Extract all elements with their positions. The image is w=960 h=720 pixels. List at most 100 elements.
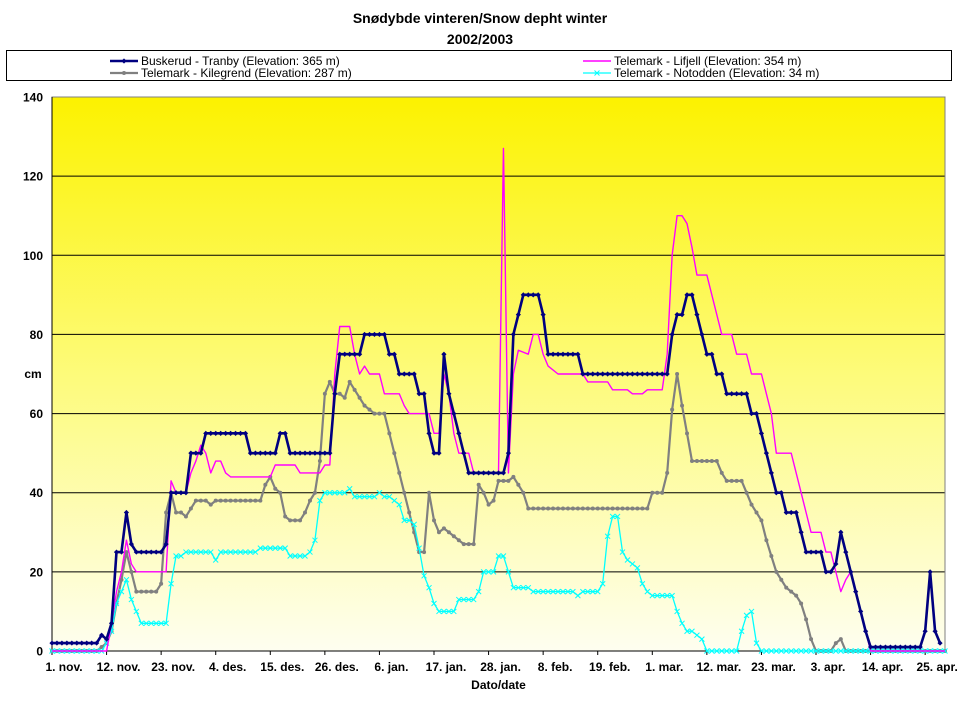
x-tick-label: 23. nov. xyxy=(151,660,195,674)
data-point xyxy=(857,648,864,654)
data-point xyxy=(847,648,854,654)
data-point xyxy=(262,450,268,456)
data-point xyxy=(833,561,839,567)
data-point xyxy=(293,518,298,523)
data-point xyxy=(193,450,199,456)
data-point xyxy=(560,351,566,357)
data-point xyxy=(257,545,264,551)
data-point xyxy=(307,450,313,456)
data-point xyxy=(188,450,194,456)
data-point xyxy=(536,506,541,511)
data-point xyxy=(610,371,616,377)
data-point xyxy=(326,489,333,496)
data-point xyxy=(347,351,353,357)
data-point xyxy=(684,292,690,298)
data-point xyxy=(490,569,497,575)
data-point xyxy=(520,584,527,591)
data-point xyxy=(535,588,542,595)
data-point xyxy=(217,549,224,555)
data-point xyxy=(178,553,184,559)
data-point xyxy=(833,648,839,654)
data-point xyxy=(312,450,318,456)
data-point xyxy=(163,541,169,547)
data-point xyxy=(917,644,923,650)
data-point xyxy=(356,493,363,500)
data-point xyxy=(441,526,446,531)
data-point xyxy=(932,628,938,634)
data-point xyxy=(675,372,680,376)
data-point xyxy=(297,450,303,456)
data-point xyxy=(828,648,834,654)
data-point xyxy=(243,498,248,503)
data-point xyxy=(361,493,368,500)
data-point xyxy=(584,588,591,595)
data-point xyxy=(620,506,625,511)
data-point xyxy=(471,542,476,547)
data-point xyxy=(387,431,392,436)
data-point xyxy=(565,506,570,511)
data-point xyxy=(605,506,610,511)
data-point xyxy=(278,490,283,495)
data-point xyxy=(287,553,293,559)
data-point xyxy=(694,632,700,639)
data-point xyxy=(773,490,779,496)
data-point xyxy=(450,608,457,615)
data-point xyxy=(471,470,477,476)
data-point xyxy=(718,648,725,654)
data-point xyxy=(922,628,928,634)
data-point xyxy=(158,549,164,555)
data-point xyxy=(684,628,690,635)
data-point xyxy=(803,549,809,555)
data-point xyxy=(614,371,621,377)
data-point xyxy=(183,514,188,519)
data-point xyxy=(768,470,774,476)
data-point xyxy=(748,608,755,615)
data-point xyxy=(222,549,229,555)
legend-entry: Telemark - Kilegrend (Elevation: 287 m) xyxy=(110,66,352,80)
data-point xyxy=(570,588,576,595)
data-point xyxy=(619,371,626,377)
data-point xyxy=(465,596,472,603)
data-point xyxy=(372,411,377,416)
data-point xyxy=(341,489,348,496)
data-point xyxy=(232,549,239,555)
y-tick-label: 120 xyxy=(23,170,43,184)
data-point xyxy=(188,549,194,555)
data-point xyxy=(495,553,502,559)
data-point xyxy=(213,498,218,503)
data-point xyxy=(531,506,536,511)
x-tick-label: 1. nov. xyxy=(45,660,82,674)
data-point xyxy=(242,430,249,436)
data-point xyxy=(570,506,575,511)
data-point xyxy=(555,588,561,595)
data-point xyxy=(665,470,670,475)
data-point xyxy=(174,510,179,515)
data-point xyxy=(436,530,441,535)
data-point xyxy=(555,351,561,357)
data-point xyxy=(391,497,398,504)
data-point xyxy=(89,640,95,646)
data-point xyxy=(302,450,308,456)
series-0 xyxy=(49,292,943,650)
y-tick-label: 20 xyxy=(30,565,44,579)
data-point xyxy=(753,410,760,417)
data-point xyxy=(585,371,591,377)
x-tick-label: 17. jan. xyxy=(426,660,467,674)
data-point xyxy=(426,584,432,591)
data-point xyxy=(421,572,427,579)
data-point xyxy=(207,549,214,555)
data-point xyxy=(496,478,501,483)
data-point xyxy=(481,470,487,476)
data-point xyxy=(480,569,487,575)
data-point xyxy=(600,506,605,511)
data-point xyxy=(342,395,347,400)
data-point xyxy=(758,648,765,654)
data-point xyxy=(322,489,328,496)
data-point xyxy=(852,648,859,654)
data-point xyxy=(159,581,164,586)
data-point xyxy=(455,596,462,603)
data-point xyxy=(456,538,461,543)
data-point xyxy=(570,351,576,357)
data-point xyxy=(208,430,214,436)
data-point xyxy=(292,450,298,456)
